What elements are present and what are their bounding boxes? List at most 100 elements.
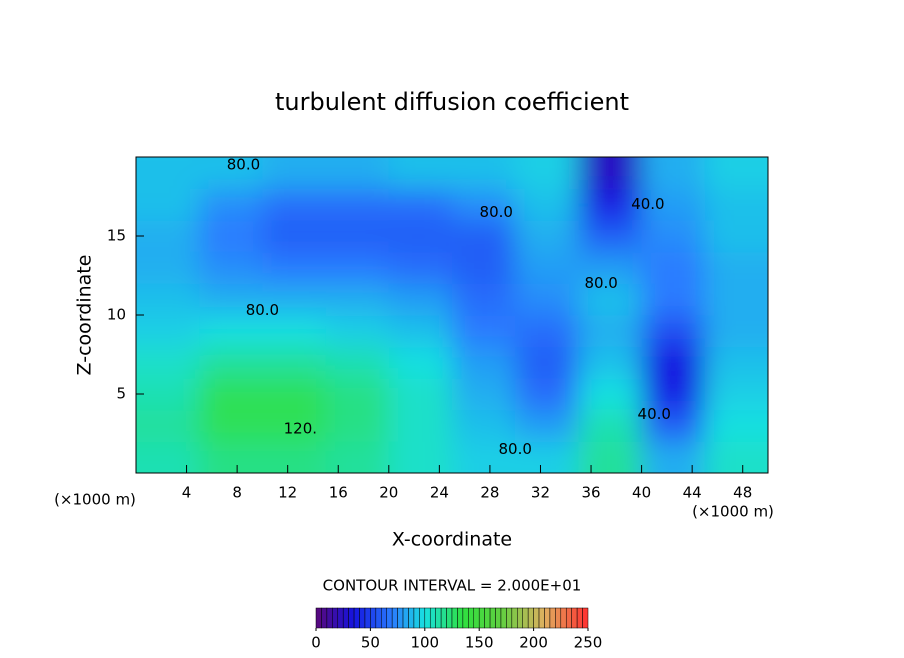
- field-cell: [452, 157, 516, 190]
- field-cell: [199, 409, 263, 442]
- colorbar-swatch: [359, 607, 366, 629]
- field-cell: [515, 441, 579, 473]
- field-cell: [578, 283, 643, 316]
- field-cell: [578, 251, 643, 284]
- field-cell: [704, 315, 768, 348]
- x-tick-label: 32: [531, 484, 550, 502]
- colorbar-swatch: [429, 607, 436, 629]
- field-cell: [641, 188, 706, 221]
- field-cell: [641, 251, 706, 284]
- field-cell: [704, 283, 768, 316]
- field-cell: [578, 409, 643, 442]
- field-cell: [388, 251, 453, 284]
- field-cell: [452, 409, 516, 442]
- contour-label: 80.0: [227, 155, 260, 173]
- colorbar-swatch: [315, 607, 322, 629]
- x-tick-label: 48: [733, 484, 752, 502]
- colorbar-swatch: [495, 607, 502, 629]
- contour-label: 80.0: [246, 301, 279, 319]
- colorbar-swatch: [381, 607, 387, 629]
- field-cell: [704, 157, 768, 190]
- colorbar-swatch: [522, 607, 529, 629]
- colorbar-swatch: [397, 607, 404, 629]
- field-cell: [136, 315, 200, 348]
- field-cell: [136, 441, 200, 473]
- field-cell: [704, 251, 768, 284]
- colorbar-swatch: [462, 607, 469, 629]
- colorbar-swatch: [500, 607, 507, 629]
- colorbar-swatch: [473, 607, 480, 629]
- y-tick-label: 5: [116, 385, 126, 403]
- field-cell: [704, 409, 768, 442]
- field-cell: [452, 315, 516, 348]
- colorbar-swatch: [451, 607, 458, 629]
- field-cell: [262, 315, 327, 348]
- y-label: Z-coordinate: [74, 255, 96, 376]
- field-cell: [388, 283, 453, 316]
- x-tick-label: 40: [632, 484, 651, 502]
- x-tick-label: 20: [379, 484, 398, 502]
- field-cell: [578, 378, 643, 411]
- field-cell: [199, 251, 263, 284]
- colorbar-tick-label: 50: [361, 634, 380, 652]
- field-cell: [515, 315, 579, 348]
- field-cell: [515, 283, 579, 316]
- y-tick-label: 10: [107, 306, 126, 324]
- field-cell: [515, 409, 579, 442]
- field-cell: [199, 441, 263, 473]
- field-cell: [199, 378, 263, 411]
- colorbar-swatch: [582, 607, 589, 629]
- colorbar-swatch: [375, 607, 382, 629]
- colorbar-tick-label: 150: [465, 634, 494, 652]
- field-cell: [578, 220, 643, 253]
- x-tick-label: 4: [182, 484, 192, 502]
- field-cell: [388, 188, 453, 221]
- field-cell: [388, 441, 453, 473]
- colorbar-swatch: [478, 607, 485, 629]
- colorbar-swatch: [511, 607, 518, 629]
- colorbar-swatch: [402, 607, 409, 629]
- colorbar-swatch: [364, 607, 371, 629]
- field-cell: [641, 157, 706, 190]
- field-cell: [325, 157, 390, 190]
- field-cell: [704, 378, 768, 411]
- field-cell: [578, 157, 643, 190]
- field-cell: [388, 409, 453, 442]
- field-cell: [325, 283, 390, 316]
- field-cell: [325, 251, 390, 284]
- colorbar-swatch: [549, 607, 556, 629]
- field-cell: [641, 220, 706, 253]
- field-cell: [452, 283, 516, 316]
- field-cell: [388, 157, 453, 190]
- field-cell: [262, 220, 327, 253]
- colorbar-swatch: [538, 607, 545, 629]
- field-cell: [199, 315, 263, 348]
- field-cell: [136, 409, 200, 442]
- colorbar-swatch: [424, 607, 431, 629]
- field-cell: [388, 315, 453, 348]
- colorbar-swatch: [489, 607, 496, 629]
- colorbar-swatch: [370, 607, 377, 629]
- colorbar-swatch: [565, 607, 572, 629]
- field-cell: [325, 346, 390, 379]
- x-tick-label: 16: [329, 484, 348, 502]
- field-cell: [136, 378, 200, 411]
- field-cell: [515, 346, 579, 379]
- x-label: X-coordinate: [392, 529, 512, 551]
- contour-label: 120.: [284, 419, 317, 437]
- field-cell: [325, 441, 390, 473]
- contour-label: 80.0: [480, 203, 513, 221]
- field-cell: [641, 378, 706, 411]
- field-cell: [325, 220, 390, 253]
- contour-interval: CONTOUR INTERVAL = 2.000E+01: [323, 577, 582, 595]
- colorbar-tick-label: 200: [519, 634, 548, 652]
- contour-label: 40.0: [631, 195, 664, 213]
- field-cell: [578, 441, 643, 473]
- contour-label: 80.0: [498, 440, 531, 458]
- field-cell: [325, 409, 390, 442]
- field-cell: [704, 188, 768, 221]
- field-cell: [388, 220, 453, 253]
- colorbar-swatch: [440, 607, 447, 629]
- field-cell: [262, 251, 327, 284]
- field-cell: [262, 378, 327, 411]
